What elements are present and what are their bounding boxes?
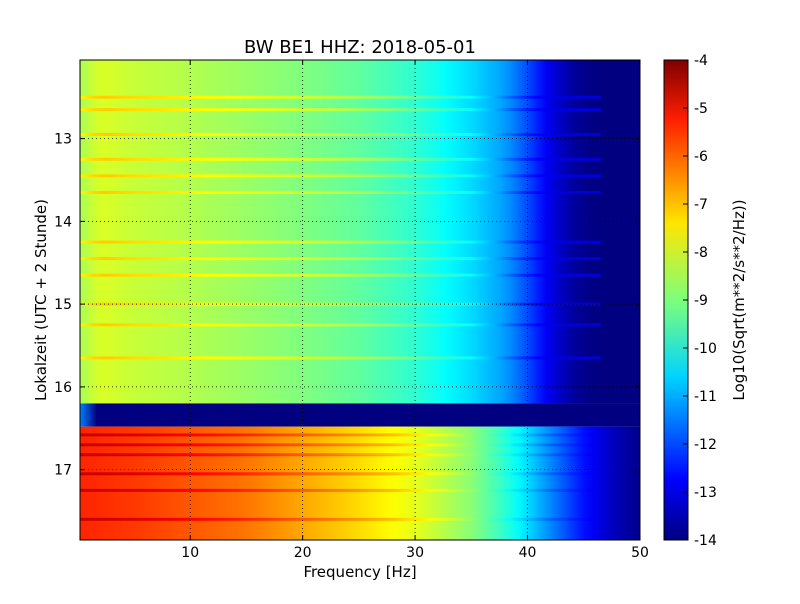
spectral-line: [80, 95, 601, 99]
colorbar-tick-label: -9: [694, 293, 708, 309]
spectral-line: [80, 257, 601, 261]
colorbar-tick-label: -13: [694, 485, 717, 501]
spectral-line: [80, 132, 601, 136]
spectral-line: [80, 356, 601, 360]
x-tick-label: 10: [181, 545, 199, 561]
colorbar-tick-label: -5: [694, 101, 708, 117]
spectral-line: [80, 443, 601, 447]
colorbar-tick-label: -12: [694, 437, 717, 453]
spectral-line: [80, 453, 601, 457]
spectrogram-band: [80, 403, 640, 427]
chart-title: BW BE1 HHZ: 2018-05-01: [244, 37, 476, 58]
spectral-line: [80, 157, 601, 161]
x-tick-label: 20: [294, 545, 312, 561]
spectral-line: [80, 323, 601, 327]
spectrogram-band: [80, 60, 640, 404]
y-tick-label: 14: [54, 214, 72, 230]
spectral-line: [80, 190, 601, 194]
x-tick-label: 50: [631, 545, 649, 561]
colorbar-tick-label: -7: [694, 197, 708, 213]
spectrogram-heatmap: [80, 60, 640, 540]
spectral-line: [80, 174, 601, 178]
x-axis-label: Frequency [Hz]: [303, 563, 416, 581]
y-tick-label: 15: [54, 297, 72, 313]
colorbar-tick-label: -14: [694, 533, 717, 549]
x-axis-ticks: 10 20 30 40 50: [181, 60, 649, 561]
x-tick-label: 30: [406, 545, 424, 561]
colorbar-ticks: -4 -5 -6 -7 -8 -9 -10 -11 -12 -13 -14: [683, 53, 717, 549]
spectral-line: [80, 488, 601, 492]
x-tick-label: 40: [519, 545, 537, 561]
spectral-line: [80, 472, 601, 476]
grid-lines: [80, 60, 640, 540]
colorbar-tick-label: -10: [694, 341, 717, 357]
colorbar-tick-label: -8: [694, 245, 708, 261]
y-tick-label: 16: [54, 380, 72, 396]
y-tick-label: 17: [54, 463, 72, 479]
colorbar-tick-label: -6: [694, 149, 708, 165]
spectral-line: [80, 240, 601, 244]
colorbar-tick-label: -4: [694, 53, 708, 69]
spectral-line: [80, 433, 601, 437]
y-axis-label: Lokalzeit (UTC + 2 Stunde): [32, 199, 50, 401]
plot-frame: [79, 59, 641, 541]
spectral-line: [80, 517, 601, 521]
spectral-line: [80, 273, 601, 277]
colorbar-label: Log10(Sqrt(m**2/s**2/Hz)): [730, 199, 748, 400]
spectral-line: [80, 108, 601, 112]
y-tick-label: 13: [54, 132, 72, 148]
y-axis-ticks: 13 14 15 16 17: [54, 132, 640, 479]
colorbar-tick-label: -11: [694, 389, 717, 405]
